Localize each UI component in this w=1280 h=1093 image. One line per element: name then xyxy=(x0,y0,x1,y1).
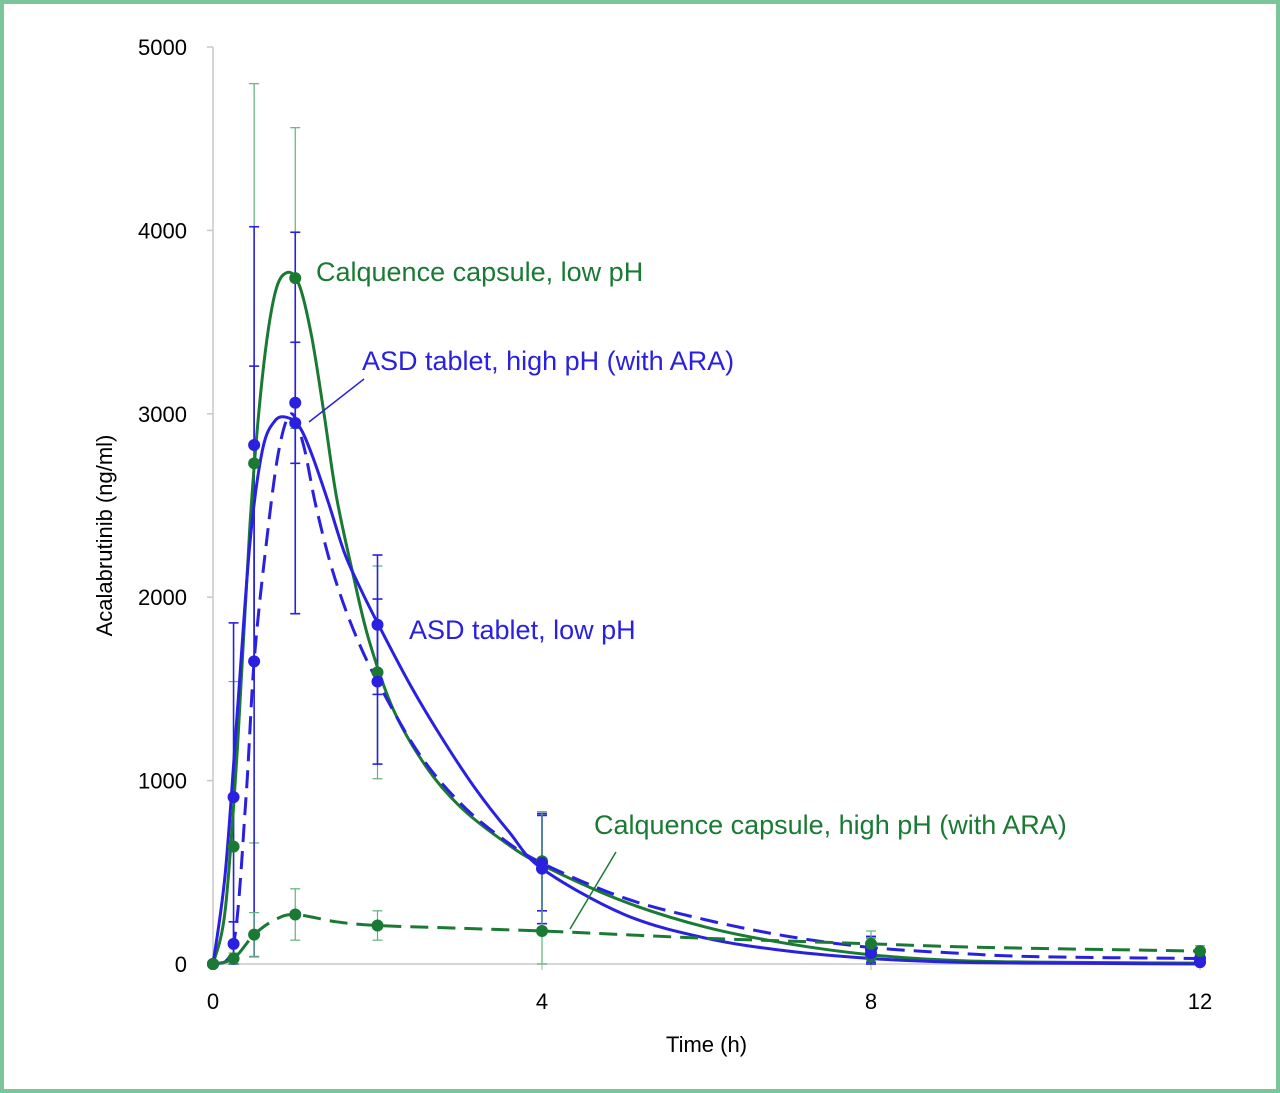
series-3-point xyxy=(227,952,240,965)
series-0-point xyxy=(227,840,240,853)
series-2-point xyxy=(248,438,261,451)
y-tick-label: 2000 xyxy=(138,585,187,610)
series-2-point xyxy=(371,618,384,631)
series-3-point xyxy=(536,924,548,937)
axes: 0 1000 2000 3000 4000 5000 0 4 8 12 xyxy=(138,35,1212,1014)
series-3-point xyxy=(207,958,219,970)
series-3-point xyxy=(865,937,877,950)
x-tick-label: 0 xyxy=(207,989,219,1014)
x-tick-label: 8 xyxy=(865,989,877,1014)
x-axis-title: Time (h) xyxy=(666,1032,747,1057)
series-label-calquence-low-ph: Calquence capsule, low pH xyxy=(316,257,643,287)
series-0-point xyxy=(289,272,302,285)
series-0-point xyxy=(371,666,384,679)
series-1-point xyxy=(227,937,240,950)
x-tick-label: 12 xyxy=(1188,989,1212,1014)
y-tick-label: 4000 xyxy=(138,218,187,243)
chart-svg: 0 1000 2000 3000 4000 5000 0 4 8 12 Calquence cap… xyxy=(92,35,1212,1057)
series-2-point xyxy=(1194,956,1206,969)
series-2-point xyxy=(865,946,877,959)
x-tick-label: 4 xyxy=(536,989,548,1014)
leader-line-calquence-high-ph xyxy=(569,851,617,930)
y-axis-title: Acalabrutinib (ng/ml) xyxy=(92,435,117,637)
series-3-point xyxy=(248,928,261,941)
y-tick-label: 0 xyxy=(175,952,187,977)
series-label-asd-low-ph: ASD tablet, low pH xyxy=(409,615,636,645)
series-0-point xyxy=(248,457,261,470)
series-1-line xyxy=(211,412,1201,966)
y-tick-label: 3000 xyxy=(138,402,187,427)
series-3-point xyxy=(1194,945,1206,958)
series-1-point xyxy=(289,396,302,409)
series-3-point xyxy=(289,908,302,921)
series-1-point xyxy=(371,675,384,688)
data-points xyxy=(207,272,1206,970)
series-2-point xyxy=(227,791,240,804)
y-tick-label: 5000 xyxy=(138,35,187,60)
series-2-line xyxy=(211,415,1201,966)
series-3-line xyxy=(212,912,1201,966)
series-0-line xyxy=(211,270,1201,965)
series-label-calquence-high-ph: Calquence capsule, high pH (with ARA) xyxy=(594,810,1067,840)
series-2-point xyxy=(289,416,302,429)
annotations: Calquence capsule, low pH ASD tablet, hi… xyxy=(308,257,1067,930)
series-3-point xyxy=(371,919,384,932)
series-label-asd-high-ph: ASD tablet, high pH (with ARA) xyxy=(362,346,734,376)
fit-curves xyxy=(211,270,1201,966)
series-1-point xyxy=(248,655,261,668)
leader-line-asd-high-ph xyxy=(308,378,365,423)
series-2-point xyxy=(536,862,548,875)
y-tick-label: 1000 xyxy=(138,769,187,794)
